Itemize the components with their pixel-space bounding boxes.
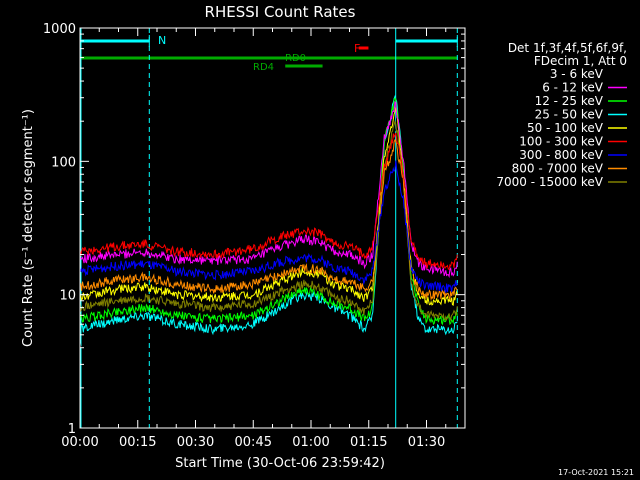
y-tick-label: 1000 xyxy=(43,22,76,37)
axes: 1 10 100 1000 00:00 00:15 00:30 00:45 01:00 01:15… xyxy=(43,22,466,450)
series-line-4 xyxy=(80,107,458,306)
legend-label: 50 - 100 keV xyxy=(527,121,604,135)
x-axis-label: Start Time (30-Oct-06 23:59:42) xyxy=(175,456,385,471)
legend-label: 7000 - 15000 keV xyxy=(496,175,603,189)
chart-title: RHESSI Count Rates xyxy=(205,3,356,21)
series-line-3 xyxy=(79,94,458,336)
x-tick-label: 01:15 xyxy=(350,435,387,450)
date-stamp: 17-Oct-2021 15:21 xyxy=(558,468,634,477)
series-line-2 xyxy=(79,97,458,326)
legend-label: 100 - 300 keV xyxy=(519,135,603,149)
series-line-7 xyxy=(79,138,458,301)
legend-header-line2: FDecim 1, Att 0 xyxy=(534,54,627,68)
flag-flare-label: F xyxy=(354,42,360,55)
flag-night-label: N xyxy=(158,34,166,47)
x-tick-label: 01:30 xyxy=(408,435,445,450)
y-tick-label: 10 xyxy=(59,289,76,304)
legend: Det 1f,3f,4f,5f,6f,9f, FDecim 1, Att 0 3… xyxy=(496,41,627,189)
x-tick-label: 00:45 xyxy=(235,435,272,450)
legend-label: 3 - 6 keV xyxy=(550,67,604,81)
flag-rd0-label: RD0 xyxy=(285,53,306,64)
legend-label: 12 - 25 keV xyxy=(535,94,604,108)
flag-bars xyxy=(80,35,458,68)
series-line-6 xyxy=(79,160,458,294)
y-tick-label: 100 xyxy=(51,155,76,170)
series-group xyxy=(79,94,458,360)
series-line-8 xyxy=(79,119,458,322)
x-tick-label: 00:15 xyxy=(119,435,156,450)
x-tick-label: 00:00 xyxy=(61,435,98,450)
series-line-5 xyxy=(79,132,458,270)
legend-label: 800 - 7000 keV xyxy=(512,162,604,176)
legend-label: 6 - 12 keV xyxy=(542,81,604,95)
y-tick-label: 1 xyxy=(68,422,76,437)
series-line-1 xyxy=(79,101,458,279)
flag-rd4-label: RD4 xyxy=(253,62,274,73)
x-tick-label: 01:00 xyxy=(292,435,329,450)
legend-label: 300 - 800 keV xyxy=(519,148,603,162)
y-axis-label: Count Rate (s⁻¹ detector segment⁻¹) xyxy=(21,109,36,347)
night-boundary-lines xyxy=(80,28,458,428)
legend-label: 25 - 50 keV xyxy=(535,108,604,122)
legend-header-line1: Det 1f,3f,4f,5f,6f,9f, xyxy=(508,41,627,55)
x-tick-label: 00:30 xyxy=(177,435,214,450)
